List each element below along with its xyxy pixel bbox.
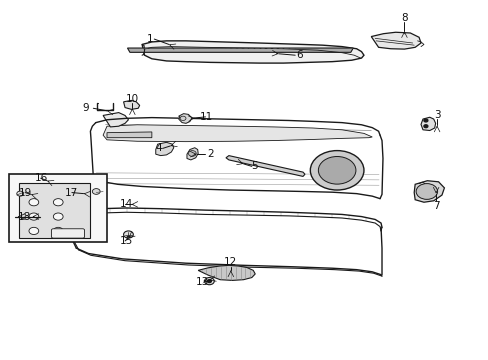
Circle shape	[29, 199, 39, 206]
Polygon shape	[413, 181, 444, 202]
Circle shape	[53, 227, 63, 234]
Circle shape	[415, 184, 437, 199]
Circle shape	[92, 189, 100, 194]
Polygon shape	[127, 48, 352, 52]
Text: 10: 10	[125, 94, 139, 104]
Text: 18: 18	[18, 212, 31, 221]
Text: 11: 11	[200, 112, 213, 122]
Text: 17: 17	[64, 188, 78, 198]
Polygon shape	[156, 142, 173, 156]
Circle shape	[29, 227, 39, 234]
Polygon shape	[123, 100, 140, 109]
Polygon shape	[103, 113, 128, 127]
Circle shape	[29, 213, 39, 220]
Circle shape	[53, 199, 63, 206]
Circle shape	[423, 125, 427, 128]
Circle shape	[17, 191, 23, 196]
Circle shape	[204, 278, 214, 285]
Polygon shape	[178, 114, 191, 123]
Circle shape	[423, 119, 427, 122]
Polygon shape	[186, 148, 198, 160]
Text: 6: 6	[296, 50, 303, 60]
Circle shape	[207, 280, 211, 283]
Text: 3: 3	[433, 111, 440, 121]
FancyBboxPatch shape	[19, 183, 90, 238]
Circle shape	[180, 116, 185, 121]
Polygon shape	[198, 265, 255, 280]
Text: 9: 9	[82, 103, 89, 113]
Circle shape	[123, 231, 133, 238]
FancyBboxPatch shape	[9, 174, 107, 242]
Text: 15: 15	[120, 236, 133, 246]
Polygon shape	[107, 132, 152, 138]
Text: 2: 2	[207, 149, 213, 159]
Polygon shape	[420, 117, 435, 131]
FancyBboxPatch shape	[51, 229, 84, 238]
Text: 12: 12	[224, 257, 237, 267]
Text: 14: 14	[120, 199, 133, 210]
Text: 13: 13	[195, 277, 208, 287]
Text: 16: 16	[35, 173, 48, 183]
Text: 19: 19	[19, 188, 32, 198]
Polygon shape	[103, 125, 371, 141]
Circle shape	[188, 150, 196, 156]
Text: 8: 8	[400, 13, 407, 23]
Circle shape	[318, 157, 355, 184]
Text: 1: 1	[147, 34, 153, 44]
Polygon shape	[225, 156, 305, 176]
Polygon shape	[370, 32, 420, 49]
Polygon shape	[142, 41, 363, 63]
Text: 7: 7	[432, 201, 439, 211]
Text: 5: 5	[251, 161, 258, 171]
Circle shape	[310, 150, 363, 190]
Circle shape	[53, 213, 63, 220]
Text: 4: 4	[156, 143, 162, 153]
